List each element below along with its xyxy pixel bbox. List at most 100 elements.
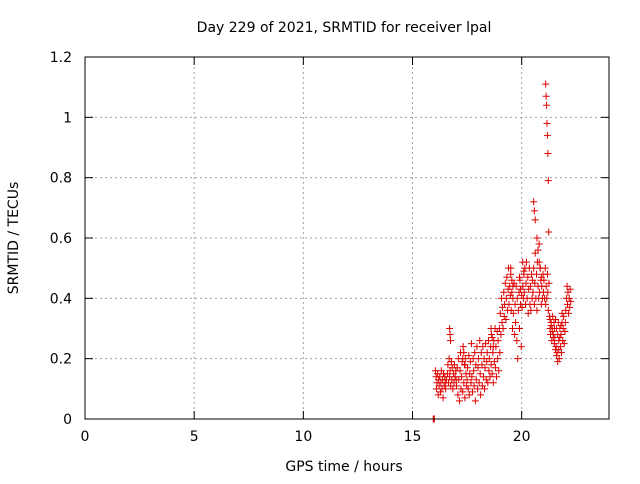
data-point (455, 376, 463, 384)
data-point (458, 373, 466, 381)
data-point (489, 379, 497, 387)
x-axis-label: GPS time / hours (285, 459, 402, 475)
data-point (558, 309, 566, 317)
data-point (454, 391, 462, 399)
data-point (542, 300, 550, 308)
data-point (477, 391, 485, 399)
data-point (489, 343, 497, 351)
data-point (557, 321, 565, 329)
data-point (529, 288, 537, 296)
data-point (522, 279, 530, 287)
x-tick-label: 10 (294, 429, 312, 445)
data-point (463, 382, 471, 390)
data-point (511, 331, 519, 339)
data-point (544, 150, 552, 158)
x-tick-label: 0 (81, 429, 90, 445)
data-point (453, 364, 461, 372)
data-point (501, 279, 509, 287)
data-point (442, 385, 450, 393)
y-tick-label: 0.4 (50, 291, 72, 307)
data-point (465, 352, 473, 360)
data-point (500, 312, 508, 320)
data-point (508, 325, 516, 332)
data-point (453, 382, 461, 390)
data-point (530, 198, 538, 206)
y-tick-label: 0.8 (50, 171, 72, 187)
data-point (485, 355, 493, 363)
data-point (507, 270, 515, 278)
data-point (461, 394, 469, 402)
data-point (482, 340, 490, 348)
data-point (562, 306, 570, 314)
data-point (470, 382, 478, 390)
data-point (494, 337, 502, 345)
axis-tick-labels: 0 5 10 15 20 0 0.2 0.4 0.6 0.8 1 1.2 (50, 50, 531, 445)
data-point (500, 288, 508, 296)
data-point (494, 355, 502, 363)
y-tick-label: 1.2 (50, 50, 72, 66)
data-points (429, 80, 575, 423)
data-point (557, 343, 565, 351)
data-point (498, 318, 506, 326)
data-point (460, 379, 468, 387)
data-point (504, 285, 512, 293)
data-point (436, 388, 444, 396)
data-point (497, 331, 505, 339)
y-tick-label: 0 (63, 412, 72, 428)
data-point (530, 300, 538, 308)
data-point (471, 349, 479, 357)
data-point (463, 376, 471, 384)
data-point (544, 177, 552, 185)
data-point (503, 273, 511, 281)
data-point (459, 388, 467, 396)
data-point (556, 334, 564, 342)
data-point (474, 364, 482, 372)
data-point (515, 273, 523, 281)
data-point (467, 340, 475, 348)
data-point (461, 361, 469, 369)
data-point (545, 279, 553, 287)
data-point (565, 294, 573, 302)
data-point (542, 92, 550, 100)
data-point (469, 388, 477, 396)
data-point (460, 349, 468, 357)
data-point (520, 267, 528, 275)
data-point (545, 228, 553, 236)
data-point (459, 343, 467, 351)
data-point (546, 315, 554, 323)
data-point (502, 315, 510, 323)
data-point (543, 270, 551, 278)
data-point (527, 306, 535, 314)
data-point (482, 376, 490, 384)
data-point (514, 306, 522, 314)
data-point (525, 285, 533, 293)
y-tick-label: 0.2 (50, 352, 72, 368)
data-point (496, 309, 504, 317)
data-point (547, 321, 555, 329)
data-point (464, 385, 472, 393)
data-point (507, 264, 515, 272)
data-point (451, 373, 459, 381)
data-point (474, 385, 482, 393)
data-point (475, 379, 483, 387)
data-point (512, 318, 520, 326)
data-point (531, 279, 539, 287)
data-point (557, 331, 565, 339)
data-point (487, 361, 495, 369)
data-point (440, 382, 448, 390)
data-point (559, 337, 567, 345)
x-tick-label: 20 (513, 429, 531, 445)
data-point (560, 312, 568, 320)
data-point (493, 373, 501, 381)
data-point (476, 337, 484, 345)
data-point (543, 119, 551, 127)
data-point (543, 101, 551, 109)
x-tick-label: 5 (190, 429, 199, 445)
data-point (485, 367, 493, 375)
data-point (544, 288, 552, 296)
data-point (520, 288, 528, 296)
data-point (536, 264, 544, 272)
data-point (468, 373, 476, 381)
